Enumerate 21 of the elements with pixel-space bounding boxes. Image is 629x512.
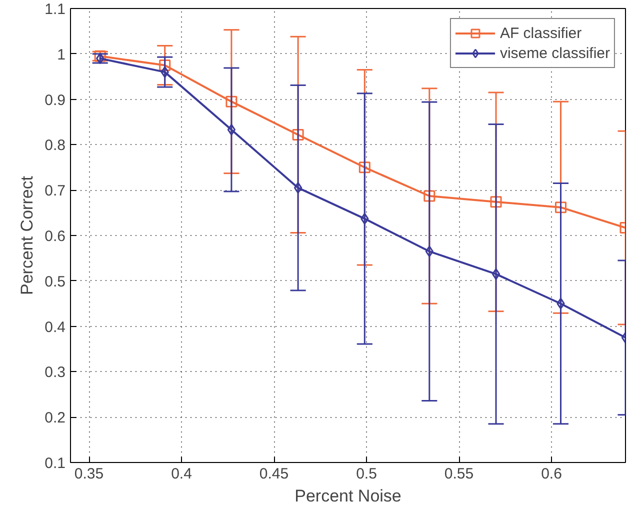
y-tick-label: 0.6 (44, 228, 66, 245)
y-axis-title: Percent Correct (18, 176, 37, 296)
y-tick-label: 0.8 (44, 137, 66, 154)
y-tick-label: 1.1 (44, 1, 66, 18)
legend-label: viseme classifier (500, 44, 610, 62)
y-tick-label: 0.9 (44, 92, 66, 109)
x-tick-label: 0.45 (259, 466, 289, 482)
y-tick-label: 0.3 (44, 364, 66, 382)
y-tick-label: 0.2 (44, 410, 66, 427)
y-tick-label: 0.7 (44, 182, 66, 200)
y-tick-label: 1 (57, 46, 66, 64)
y-tick-label: 0.1 (44, 455, 66, 472)
x-axis-title: Percent Noise (294, 486, 402, 506)
legend-label: AF classifier (500, 24, 582, 42)
x-tick-label: 0.55 (444, 466, 474, 482)
x-tick-label: 0.35 (74, 466, 104, 482)
y-tick-label: 0.4 (44, 318, 66, 336)
x-tick-label: 0.4 (171, 466, 192, 482)
x-tick-label: 0.5 (356, 466, 377, 482)
x-tick-label: 0.6 (541, 466, 562, 482)
y-tick-label: 0.5 (44, 273, 66, 290)
